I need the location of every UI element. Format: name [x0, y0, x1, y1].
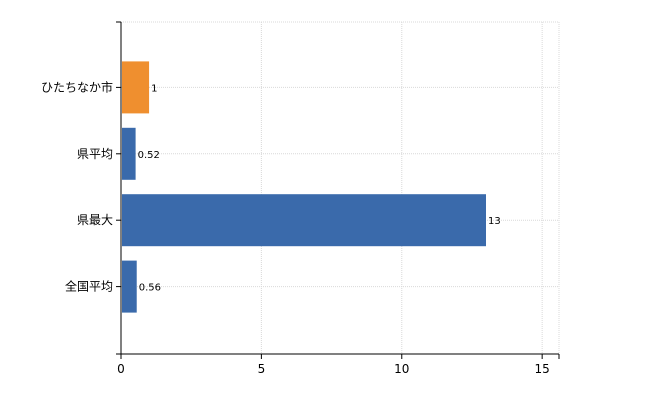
x-tick-label: 0: [117, 362, 125, 376]
bar: [122, 194, 486, 247]
x-tick-label: 10: [394, 362, 409, 376]
x-tick-label: 5: [258, 362, 266, 376]
data-label: 0.56: [139, 283, 161, 294]
grid-layer: [121, 21, 560, 354]
bar: [122, 61, 150, 114]
data-label: 13: [488, 216, 501, 227]
category-label: ひたちなか市: [41, 79, 113, 94]
category-label: 県最大: [77, 213, 113, 227]
bars-layer: [122, 61, 486, 313]
bar: [122, 260, 137, 313]
bar: [122, 127, 136, 180]
axis-layer: [116, 21, 560, 359]
data-label: 0.52: [138, 150, 160, 161]
data-label: 1: [151, 83, 157, 94]
category-label: 全国平均: [65, 279, 113, 294]
category-label: 県平均: [77, 147, 113, 161]
x-tick-label: 15: [535, 362, 550, 376]
